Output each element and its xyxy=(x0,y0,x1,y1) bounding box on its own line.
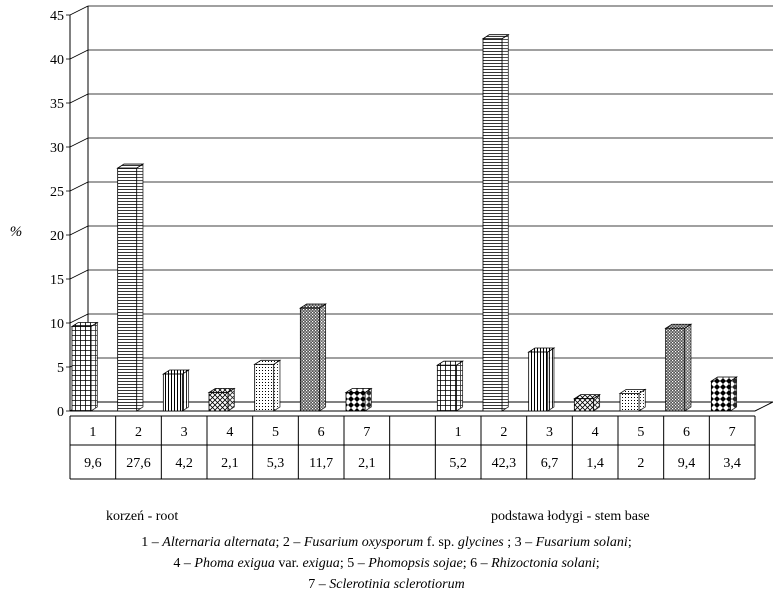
table-value-label: 2,1 xyxy=(358,456,376,471)
table-value-label: 9,4 xyxy=(678,456,696,471)
y-axis-label: % xyxy=(10,224,23,240)
legend-line-3: 7 – Sclerotinia sclerotiorum xyxy=(0,577,773,593)
y-tick-label: 0 xyxy=(57,405,64,420)
y-tick-label: 20 xyxy=(50,229,64,244)
legend-number: 7 – xyxy=(308,577,330,592)
y-tick-label: 35 xyxy=(50,97,64,112)
y-tick-label: 40 xyxy=(50,53,64,68)
table-category-label: 3 xyxy=(181,425,188,440)
y-tick-label: 15 xyxy=(50,273,64,288)
table-category-label: 4 xyxy=(592,425,599,440)
table-category-label: 5 xyxy=(272,425,279,440)
legend-text: ; xyxy=(595,556,600,571)
legend-species: Rhizoctonia solani xyxy=(491,556,596,571)
table-value-label: 11,7 xyxy=(309,456,333,471)
table-value-label: 27,6 xyxy=(126,456,151,471)
y-tick-label: 10 xyxy=(50,317,64,332)
legend-species: Phoma exigua xyxy=(194,556,275,571)
legend-line-1: 1 – Alternaria alternata; 2 – Fusarium o… xyxy=(0,535,773,551)
legend-species: Sclerotinia sclerotiorum xyxy=(329,577,465,592)
table-value-label: 9,6 xyxy=(84,456,102,471)
legend-text: ; xyxy=(627,535,632,550)
bar-side xyxy=(136,163,144,412)
bar xyxy=(117,167,138,412)
bar xyxy=(710,380,731,412)
bar-side xyxy=(684,323,692,412)
legend-species: exigua xyxy=(302,556,340,571)
legend-species: Fusarium oxysporum xyxy=(303,535,424,550)
table-value-label: 5,2 xyxy=(449,456,467,471)
bar xyxy=(665,327,686,412)
bar xyxy=(299,307,320,412)
table-category-label: 3 xyxy=(546,425,553,440)
legend-species: glycines xyxy=(457,535,504,550)
group-label-stem-base: podstawa łodygi - stem base xyxy=(491,509,650,524)
bar-side xyxy=(318,303,327,412)
table-value-label: 6,7 xyxy=(541,456,559,471)
legend-text: var. xyxy=(274,556,303,571)
bar-side xyxy=(501,33,509,412)
table-value-label: 2,1 xyxy=(221,456,239,471)
bar-side xyxy=(90,321,98,412)
bar-side xyxy=(273,359,281,412)
bar xyxy=(619,392,640,412)
legend-species: Phomopsis sojae xyxy=(368,556,463,571)
bar-side xyxy=(181,369,190,412)
gridline-diagonal xyxy=(69,181,89,192)
bar xyxy=(528,351,549,412)
table-value-label: 1,4 xyxy=(586,456,604,471)
legend-number: ; 2 – xyxy=(275,535,304,550)
gridline-diagonal xyxy=(69,225,89,236)
gridline-diagonal xyxy=(69,137,89,148)
y-tick-label: 5 xyxy=(57,361,64,376)
table-category-label: 5 xyxy=(637,425,644,440)
legend-number: 1 – xyxy=(141,535,163,550)
bar xyxy=(436,364,457,412)
table-category-label: 2 xyxy=(500,425,507,440)
bar xyxy=(208,392,229,412)
bar-side xyxy=(547,347,555,412)
table-value-label: 2 xyxy=(637,456,644,471)
bar xyxy=(71,326,92,412)
table-category-label: 7 xyxy=(363,425,370,440)
table-category-label: 1 xyxy=(89,425,96,440)
table-value-label: 5,3 xyxy=(267,456,285,471)
table-value-label: 4,2 xyxy=(175,456,193,471)
table-category-label: 6 xyxy=(683,425,690,440)
table-category-label: 1 xyxy=(455,425,462,440)
legend-species: Fusarium solani xyxy=(535,535,628,550)
y-tick-label: 25 xyxy=(50,185,64,200)
bar-side xyxy=(455,360,464,412)
table-category-label: 4 xyxy=(226,425,233,440)
legend-number: ; 6 – xyxy=(462,556,492,571)
legend-number: ; 5 – xyxy=(339,556,369,571)
legend-number: ; 3 – xyxy=(503,535,536,550)
table-category-label: 7 xyxy=(729,425,736,440)
table-category-label: 2 xyxy=(135,425,142,440)
legend-text: f. sp. xyxy=(423,535,458,550)
y-tick-label: 30 xyxy=(50,141,64,156)
group-label-root: korzeń - root xyxy=(106,509,179,524)
bar xyxy=(345,392,366,412)
y-tick-label: 45 xyxy=(50,9,64,24)
gridline-diagonal xyxy=(69,93,89,104)
gridline-diagonal xyxy=(69,49,89,60)
bar xyxy=(482,38,503,412)
table-value-label: 3,4 xyxy=(723,456,741,471)
gridline-diagonal xyxy=(69,5,89,16)
bar xyxy=(254,363,275,412)
bar xyxy=(162,373,183,412)
bar xyxy=(573,398,594,412)
table-value-label: 42,3 xyxy=(492,456,517,471)
table-category-label: 6 xyxy=(318,425,325,440)
legend-species: Alternaria alternata xyxy=(162,535,276,550)
gridline-diagonal xyxy=(69,269,89,280)
bar-side xyxy=(729,376,738,412)
gridline-diagonal xyxy=(69,313,89,324)
legend-number: 4 – xyxy=(173,556,195,571)
legend-line-2: 4 – Phoma exigua var. exigua; 5 – Phomop… xyxy=(0,556,773,572)
